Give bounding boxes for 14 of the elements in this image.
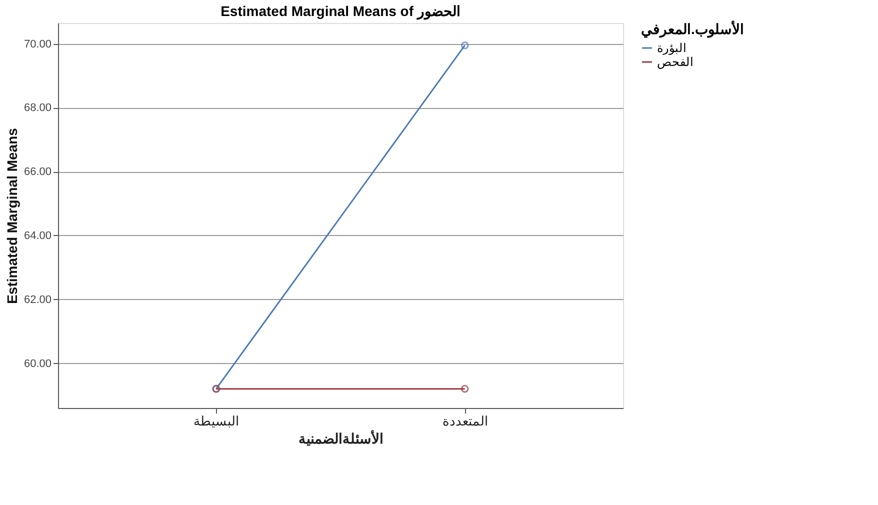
y-tick-label: 68.00 [24, 102, 52, 114]
y-tick-label: 60.00 [24, 358, 52, 370]
y-tick-label: 64.00 [24, 230, 52, 242]
legend-label: الفحص [657, 55, 693, 69]
chart-title: Estimated Marginal Means of الحضور [220, 3, 460, 20]
legend-label: البؤرة [657, 41, 686, 55]
y-tick-label: 62.00 [24, 294, 52, 306]
x-axis-title: الأسئلةالضمنية [298, 430, 384, 446]
x-tick-label: البسيطة [194, 414, 240, 428]
y-tick-label: 66.00 [24, 166, 52, 178]
x-tick-label: المتعددة [442, 414, 488, 428]
y-tick-label: 70.00 [24, 38, 52, 50]
y-axis-title: Estimated Marginal Means [4, 128, 20, 304]
legend-title: الأسلوب.المعرفي [641, 20, 744, 38]
